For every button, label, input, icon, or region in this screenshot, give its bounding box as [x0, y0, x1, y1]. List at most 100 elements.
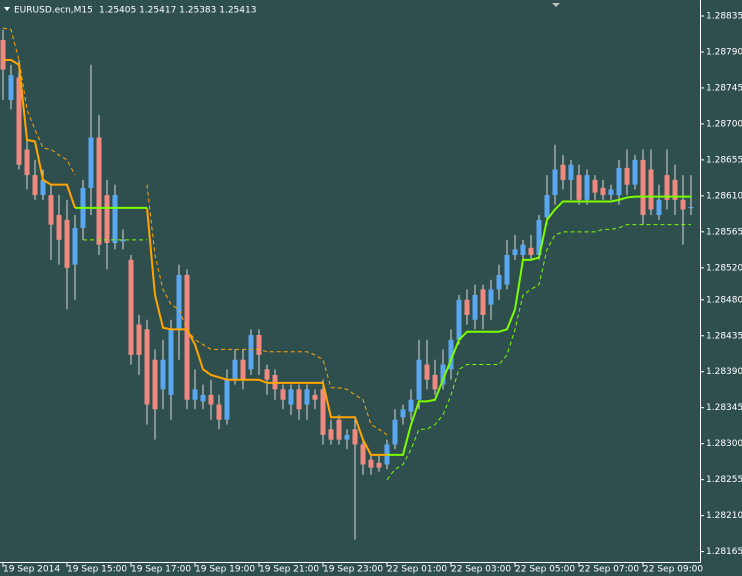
- y-tick-label: 1.28435: [706, 331, 742, 341]
- candle-body: [88, 137, 94, 188]
- candle-body: [168, 329, 174, 395]
- y-tick-label: 1.28745: [706, 83, 742, 93]
- candle-body: [192, 389, 198, 400]
- y-tick-label: 1.28835: [706, 11, 742, 21]
- x-tick-label: 22 Sep 09:00: [643, 565, 703, 575]
- candle-body: [48, 195, 54, 225]
- y-tick-label: 1.28700: [706, 119, 742, 129]
- y-tick-label: 1.28655: [706, 155, 742, 165]
- x-tick-label: 19 Sep 15:00: [67, 565, 127, 575]
- candle-body: [8, 75, 14, 100]
- candle-body: [472, 294, 478, 320]
- x-tick-label: 22 Sep 05:00: [515, 565, 575, 575]
- candle-body: [480, 289, 486, 315]
- candle-body: [664, 175, 670, 200]
- candle-body: [352, 429, 358, 445]
- chart-title: EURUSD.ecn,M15: [14, 6, 93, 16]
- candle-body: [184, 275, 190, 400]
- candle-body: [624, 167, 630, 185]
- candle-body: [424, 364, 430, 380]
- candle-body: [584, 175, 590, 200]
- candle-body: [96, 137, 102, 245]
- candle-body: [608, 189, 614, 196]
- candle-body: [200, 394, 206, 402]
- candle-body: [24, 149, 30, 176]
- candle-body: [104, 195, 110, 244]
- candle-body: [496, 275, 502, 290]
- candle-body: [288, 389, 294, 405]
- candle-body: [152, 359, 158, 410]
- candle-body: [544, 195, 550, 218]
- candle-body: [448, 339, 454, 370]
- candle-body: [560, 164, 566, 180]
- candle-body: [232, 359, 238, 380]
- candle-body: [504, 255, 510, 285]
- x-tick-label: 19 Sep 23:00: [323, 565, 383, 575]
- menu-arrow[interactable]: [4, 7, 10, 11]
- x-tick-label: 22 Sep 01:00: [387, 565, 447, 575]
- candle-body: [160, 359, 166, 390]
- candle-body: [528, 247, 534, 256]
- candle-body: [144, 329, 150, 405]
- candle-body: [216, 404, 222, 420]
- x-tick-label: 19 Sep 17:00: [131, 565, 191, 575]
- y-tick-label: 1.28520: [706, 263, 742, 273]
- dashed-line: [2, 27, 76, 176]
- candle-body: [0, 39, 6, 70]
- y-tick-label: 1.28610: [706, 191, 742, 201]
- candle-body: [456, 299, 462, 340]
- candle-body: [280, 389, 286, 400]
- candle-body: [600, 187, 606, 196]
- y-tick-label: 1.28390: [706, 367, 742, 377]
- y-tick-label: 1.28565: [706, 227, 742, 237]
- candle-body: [120, 239, 126, 242]
- stop-line: [3, 58, 76, 209]
- candle-body: [264, 369, 270, 380]
- candle-body: [440, 364, 446, 385]
- candle-body: [16, 77, 22, 165]
- y-tick-label: 1.28165: [706, 547, 742, 557]
- candle-body: [312, 394, 318, 400]
- candle-body: [464, 299, 470, 315]
- candle-body: [432, 374, 438, 390]
- candle-body: [616, 167, 622, 196]
- candle-body: [680, 199, 686, 210]
- candle-body: [304, 389, 310, 405]
- candle-body: [64, 219, 70, 268]
- candle-body: [208, 394, 214, 405]
- candle-body: [392, 419, 398, 445]
- stop-line: [387, 195, 691, 456]
- candle-body: [320, 389, 326, 435]
- candle-body: [360, 444, 366, 465]
- y-tick-label: 1.28790: [706, 47, 742, 57]
- y-tick-label: 1.28300: [706, 439, 742, 449]
- candle-body: [112, 195, 118, 244]
- y-tick-label: 1.28480: [706, 295, 742, 305]
- candle-body: [296, 389, 302, 410]
- candle-body: [248, 334, 254, 370]
- candle-body: [648, 169, 654, 210]
- candle-body: [368, 459, 374, 468]
- candle-body: [576, 175, 582, 200]
- candle-body: [592, 179, 598, 193]
- candle-body: [632, 159, 638, 185]
- x-tick-label: 19 Sep 19:00: [195, 565, 255, 575]
- candle-body: [408, 399, 414, 412]
- candle-body: [224, 379, 230, 420]
- candle-body: [56, 215, 62, 240]
- candle-body: [656, 199, 662, 216]
- x-tick-label: 19 Sep 21:00: [259, 565, 319, 575]
- x-tick-label: 22 Sep 07:00: [579, 565, 639, 575]
- candle-body: [536, 219, 542, 256]
- candle-body: [344, 434, 350, 440]
- candle-body: [552, 169, 558, 196]
- candle-body: [328, 429, 334, 440]
- candle-body: [640, 159, 646, 216]
- candle-body: [336, 419, 342, 440]
- candle-body: [512, 249, 518, 256]
- candle-body: [568, 164, 574, 180]
- candle-body: [32, 175, 38, 196]
- candle-body: [488, 289, 494, 305]
